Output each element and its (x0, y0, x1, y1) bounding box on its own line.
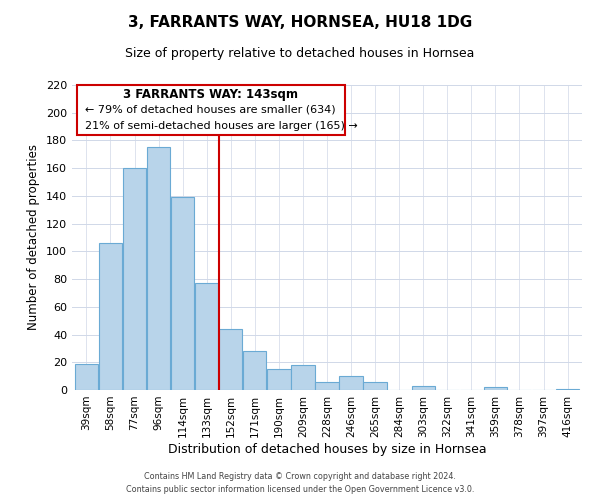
Bar (243, 351, 266, 390)
Bar (291, 365, 314, 390)
Y-axis label: Number of detached properties: Number of detached properties (28, 144, 40, 330)
Bar (316, 382, 338, 390)
Text: Size of property relative to detached houses in Hornsea: Size of property relative to detached ho… (125, 48, 475, 60)
X-axis label: Distribution of detached houses by size in Hornsea: Distribution of detached houses by size … (167, 442, 487, 456)
Bar (556, 388, 579, 390)
Bar (195, 283, 218, 390)
Bar (340, 376, 363, 390)
Text: Contains HM Land Registry data © Crown copyright and database right 2024.: Contains HM Land Registry data © Crown c… (144, 472, 456, 481)
Bar (99, 243, 122, 390)
FancyBboxPatch shape (77, 85, 345, 136)
Bar (412, 386, 435, 390)
Bar (484, 387, 507, 390)
Bar (147, 148, 170, 390)
Text: 3 FARRANTS WAY: 143sqm: 3 FARRANTS WAY: 143sqm (124, 88, 298, 101)
Bar (75, 364, 98, 390)
Text: ← 79% of detached houses are smaller (634): ← 79% of detached houses are smaller (63… (85, 104, 335, 114)
Bar (364, 382, 387, 390)
Bar (123, 168, 146, 390)
Bar (219, 329, 242, 390)
Bar (267, 369, 290, 390)
Text: 21% of semi-detached houses are larger (165) →: 21% of semi-detached houses are larger (… (85, 122, 358, 132)
Text: 3, FARRANTS WAY, HORNSEA, HU18 1DG: 3, FARRANTS WAY, HORNSEA, HU18 1DG (128, 15, 472, 30)
Bar (171, 198, 194, 390)
Text: Contains public sector information licensed under the Open Government Licence v3: Contains public sector information licen… (126, 485, 474, 494)
